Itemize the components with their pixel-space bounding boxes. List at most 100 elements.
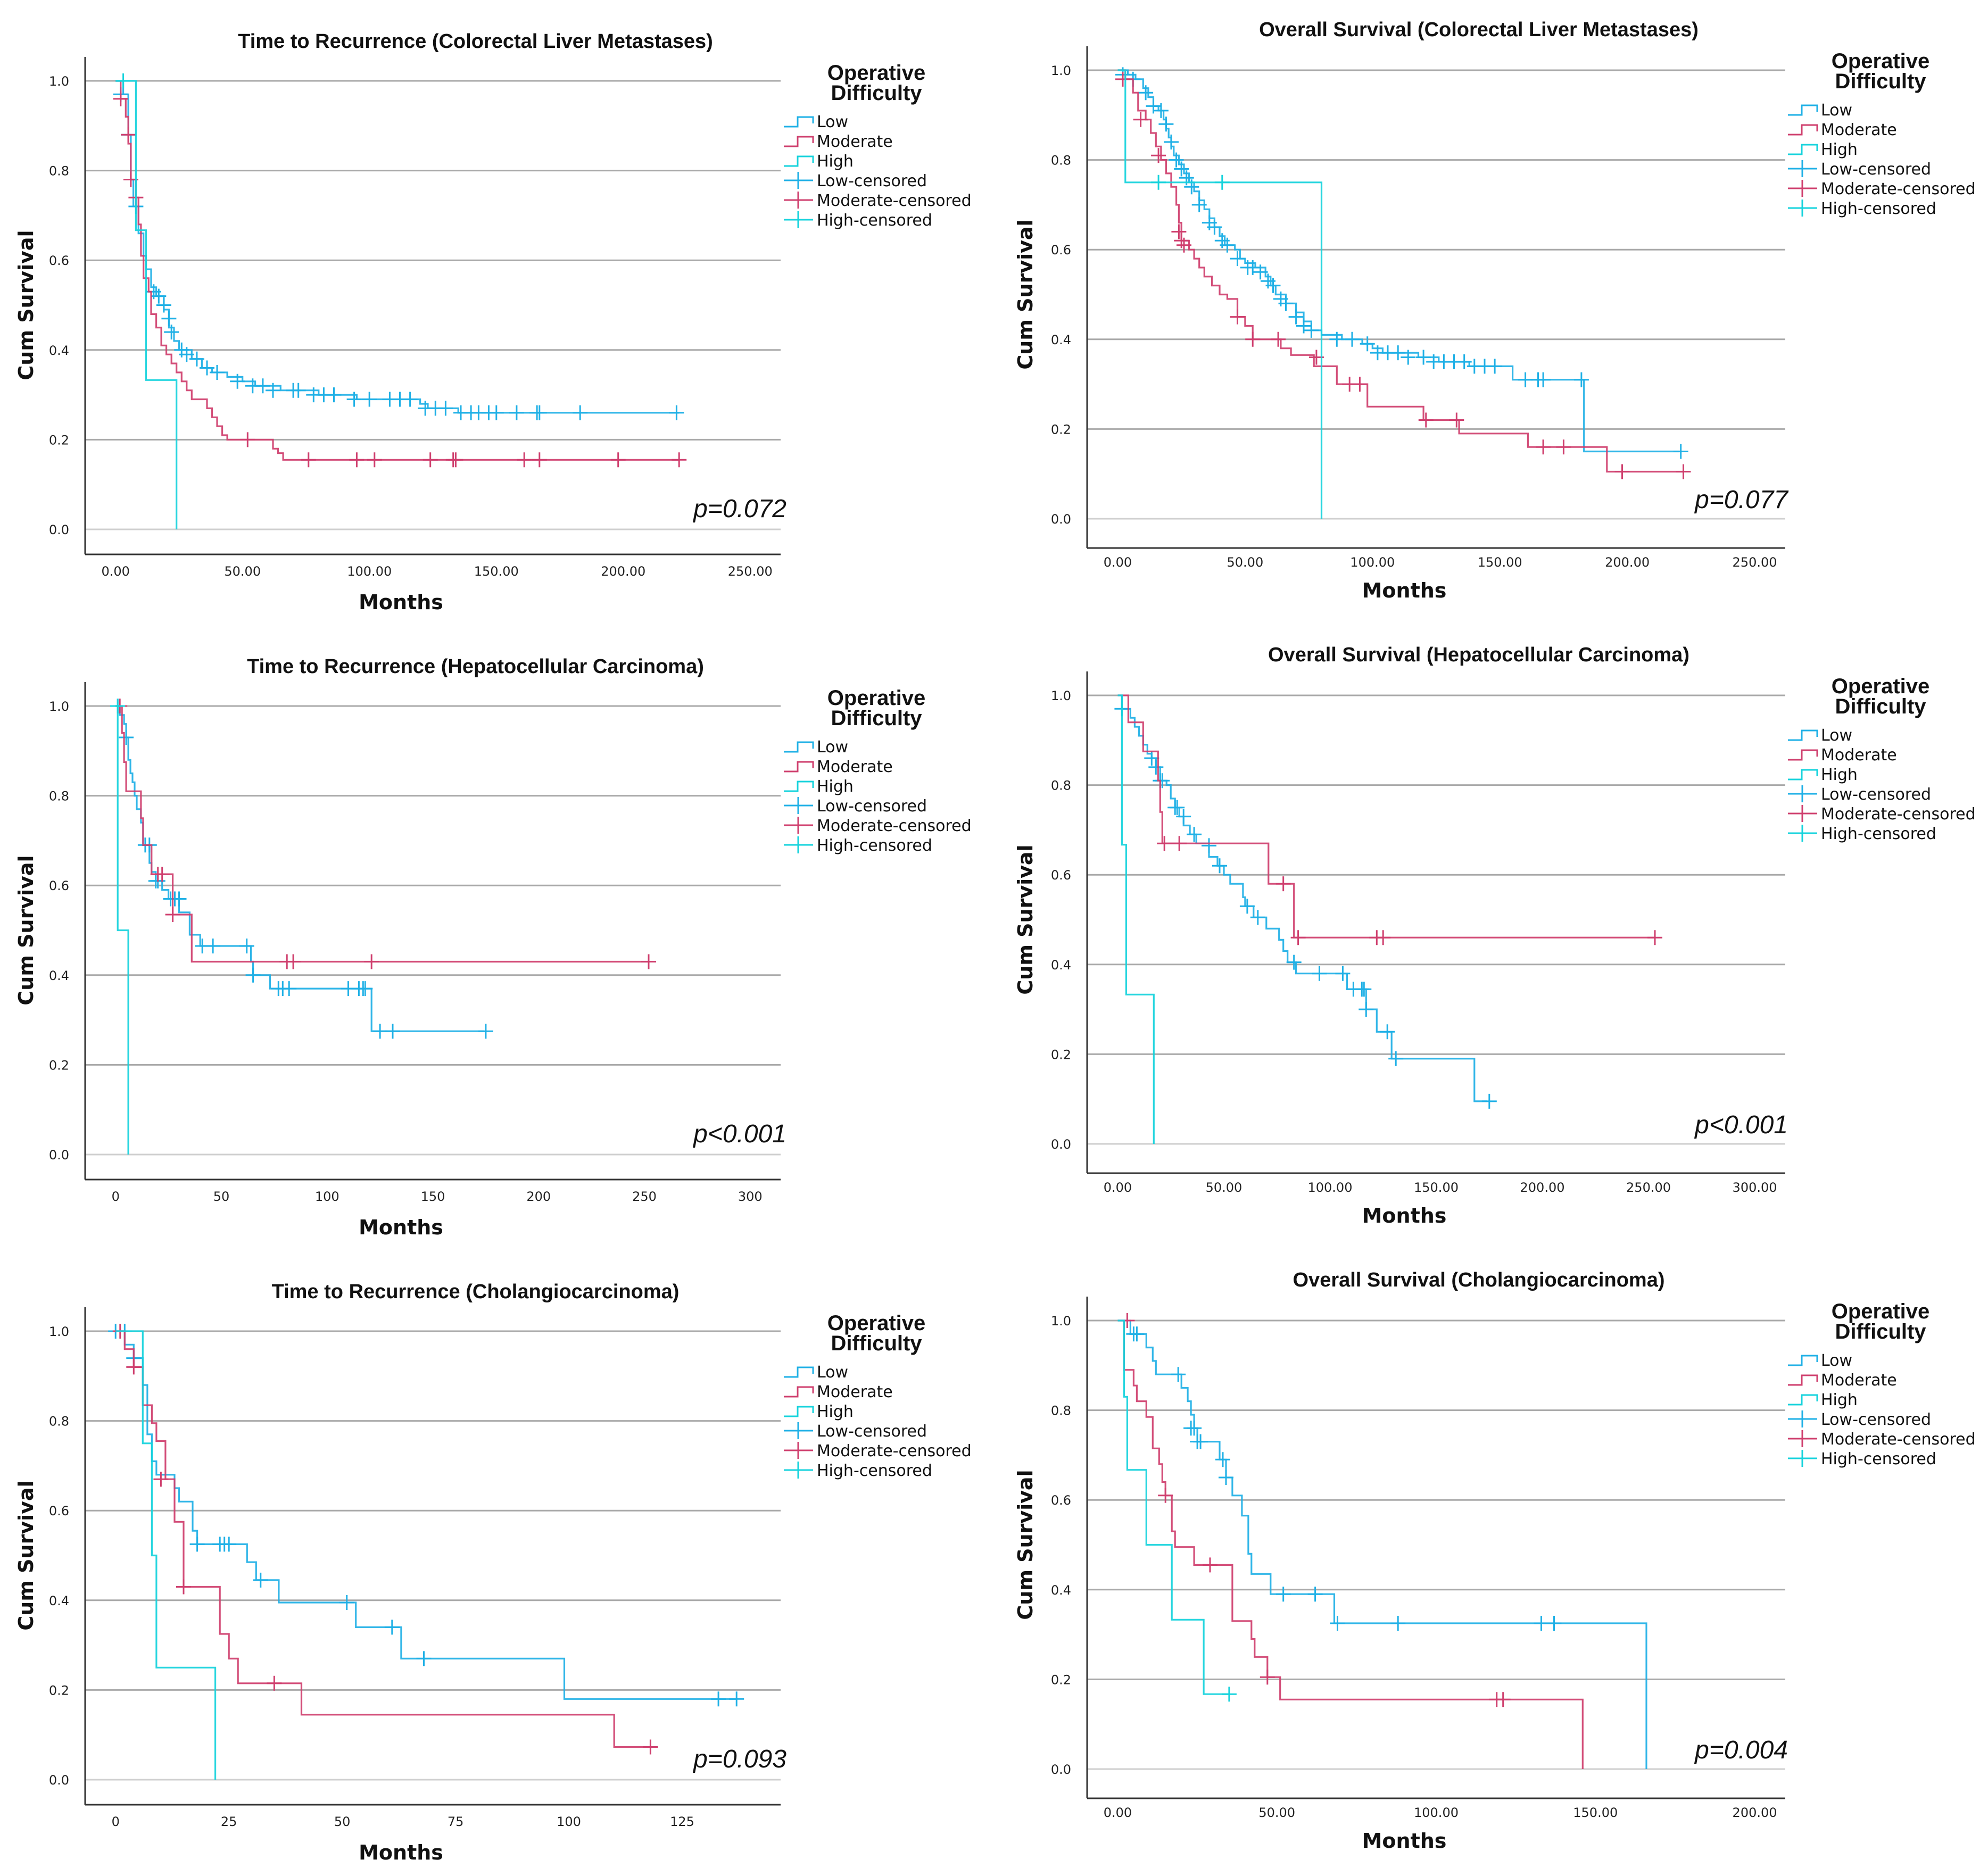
censor-mark-low [156, 297, 171, 313]
legend-swatch-step-moderate [1788, 124, 1818, 136]
legend-label: Low [817, 738, 848, 757]
censor-mark-low [326, 387, 342, 403]
censor-mark-low [253, 1572, 268, 1588]
km-curve-moderate [115, 705, 649, 963]
x-axis-label: Months [359, 591, 443, 614]
legend-label: Moderate-censored [1821, 805, 1976, 824]
y-tick-label: 0.6 [1051, 1493, 1071, 1508]
x-tick-label: 150 [421, 1189, 445, 1204]
censor-mark-low [291, 383, 306, 398]
y-tick-label: 0.0 [1051, 512, 1071, 527]
x-tick-label: 125 [670, 1814, 694, 1829]
legend-label: Moderate [1821, 1371, 1897, 1390]
plot-area [1117, 1313, 1647, 1769]
legend-swatch-step-low [1788, 729, 1818, 741]
censor-mark-low [1360, 336, 1375, 352]
legend-label: High-censored [1821, 200, 1936, 218]
legend-item-low: Low [784, 738, 848, 757]
y-tick-label: 0.2 [1051, 1047, 1071, 1062]
legend-swatch-censor-low [1788, 785, 1817, 802]
km-chart-os-hcc: Overall Survival (Hepatocellular Carcino… [1014, 644, 1976, 1227]
censor-mark-moderate [1275, 876, 1291, 892]
legend-label: Moderate [817, 132, 893, 151]
censor-mark-low [1148, 759, 1164, 775]
censor-mark-moderate [1203, 1557, 1217, 1573]
censor-mark-low [1456, 354, 1472, 369]
censor-mark-moderate [1151, 148, 1166, 163]
km-curve-low [115, 1330, 737, 1700]
censor-mark-moderate [1177, 237, 1191, 253]
censor-mark-moderate [1133, 112, 1148, 127]
censor-mark-low [358, 981, 373, 997]
legend-swatch-censor-moderate [1788, 805, 1817, 822]
legend-title: Operative [827, 686, 926, 710]
y-axis-label: Cum Survival [1014, 844, 1037, 994]
censor-mark-low [711, 1691, 726, 1707]
legend-swatch-step-low [784, 1366, 814, 1378]
legend-label: Low [817, 1363, 848, 1382]
plot-area [1114, 694, 1662, 1144]
x-tick-label: 0.00 [102, 564, 130, 579]
y-tick-label: 0.8 [1051, 778, 1071, 793]
censor-mark-moderate [610, 452, 626, 468]
x-tick-label: 250.00 [1626, 1180, 1671, 1195]
x-tick-label: 50.00 [224, 564, 261, 579]
km-curve-moderate [1117, 69, 1684, 473]
p-value-annotation: p=0.004 [1694, 1736, 1788, 1764]
censor-mark-moderate [154, 867, 170, 882]
km-curve-moderate [115, 80, 680, 461]
km-curve-high [1117, 1319, 1229, 1695]
x-tick-label: 100 [315, 1189, 339, 1204]
censor-mark-low [1304, 322, 1319, 338]
censor-mark-low [669, 405, 684, 420]
x-tick-label: 300.00 [1733, 1180, 1777, 1195]
p-value-annotation: p=0.093 [692, 1745, 786, 1773]
censor-mark-low [1239, 899, 1255, 914]
y-tick-label: 0.0 [1051, 1762, 1071, 1777]
x-tick-label: 50.00 [1227, 555, 1264, 570]
censor-mark-low [1129, 1326, 1145, 1342]
legend-swatch-step-low [784, 741, 814, 753]
censor-mark-moderate [1271, 331, 1286, 347]
legend-swatch-censor-low [784, 797, 813, 814]
legend-label: Low [1821, 101, 1852, 120]
legend-title: Difficulty [831, 707, 922, 730]
x-tick-label: 0.00 [1104, 1180, 1132, 1195]
censor-mark-low [239, 939, 254, 953]
censor-mark-moderate [267, 1675, 282, 1691]
x-tick-label: 100.00 [1350, 555, 1395, 570]
legend-swatch-step-high [1788, 769, 1818, 781]
y-tick-label: 0.0 [49, 1148, 69, 1163]
x-tick-label: 200 [526, 1189, 551, 1204]
censor-mark-low [1536, 372, 1551, 387]
legend-swatch-censor-low [1788, 1410, 1817, 1427]
legend-item-low: Low [1788, 726, 1852, 745]
legend-item-high: High [784, 1402, 854, 1421]
censor-mark-low [1215, 1452, 1230, 1467]
legend-item-low: Low [784, 1363, 848, 1382]
km-curve-low [1117, 694, 1487, 1102]
censor-mark-low [402, 392, 418, 407]
censor-mark-moderate [1352, 377, 1368, 392]
x-tick-label: 50.00 [1206, 1180, 1242, 1195]
y-tick-label: 0.2 [49, 1058, 69, 1073]
censor-mark-low [1534, 1616, 1549, 1631]
y-tick-label: 0.8 [49, 789, 69, 804]
y-tick-label: 0.2 [49, 433, 69, 447]
legend-item-moderate: Moderate [1788, 746, 1897, 765]
censor-mark-low [1388, 1051, 1404, 1066]
x-tick-label: 150.00 [1573, 1805, 1618, 1820]
censor-mark-low [1330, 1616, 1345, 1631]
legend-label: Moderate [1821, 746, 1897, 765]
legend-swatch-censor-moderate [784, 1442, 813, 1459]
x-tick-label: 200.00 [601, 564, 645, 579]
legend-label: High [1821, 1391, 1858, 1409]
y-tick-label: 0.6 [1051, 868, 1071, 883]
legend-swatch-step-high [1788, 144, 1818, 155]
legend-label: Moderate [817, 1383, 893, 1401]
censor-mark-moderate [643, 1739, 658, 1755]
x-axis-label: Months [359, 1216, 443, 1239]
censor-mark-low [1191, 197, 1207, 212]
censor-mark-low [339, 1595, 354, 1610]
